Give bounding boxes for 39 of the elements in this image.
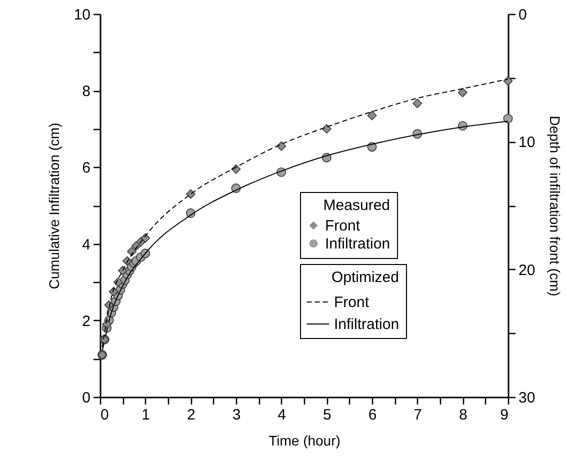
point (186, 189, 196, 199)
x-axis-title: Time (hour) (268, 432, 340, 448)
legend-label: Front (325, 218, 361, 234)
y-tick-label: 10 (74, 6, 90, 24)
point (127, 246, 136, 256)
legend-label: Infiltration (325, 236, 390, 252)
x-tick-label: 1 (142, 406, 150, 424)
x-tick-label: 9 (500, 406, 508, 424)
y-tick-label: 0 (82, 390, 90, 406)
y2-axis-title: Depth of infiltration front (cm) (547, 116, 564, 296)
x-tick-label: 7 (414, 406, 422, 424)
x-tick-label: 0 (100, 406, 109, 424)
y-tick-label: 8 (82, 83, 90, 100)
point (322, 124, 332, 134)
y-tick-label: 6 (82, 160, 90, 177)
y2-tick-label: 10 (518, 134, 536, 152)
point (503, 114, 513, 124)
x-tick-label: 3 (232, 406, 241, 424)
x-tick-label: 6 (368, 406, 377, 424)
point (458, 88, 468, 98)
point (140, 233, 150, 243)
x-tick-label: 8 (458, 406, 468, 424)
y2-tick-label: 20 (518, 262, 536, 279)
legend-label: Front (334, 294, 370, 311)
point (412, 98, 422, 108)
x-tick-label: 2 (186, 406, 196, 424)
y2-tick-label: 30 (518, 390, 536, 406)
text: Optimized (331, 269, 399, 286)
y-tick-label: 2 (82, 312, 90, 330)
y-tick-label: 4 (82, 236, 90, 254)
y-axis-title: Cumulative Infiltration (cm) (46, 122, 62, 290)
legend-label: Infiltration (334, 316, 400, 333)
point (276, 141, 286, 151)
text: Measured (323, 197, 390, 214)
point (118, 266, 128, 276)
x-tick-label: 4 (278, 406, 286, 424)
y2-tick-label: 0 (518, 6, 527, 24)
x-tick-label: 5 (322, 406, 332, 424)
point (367, 110, 377, 120)
